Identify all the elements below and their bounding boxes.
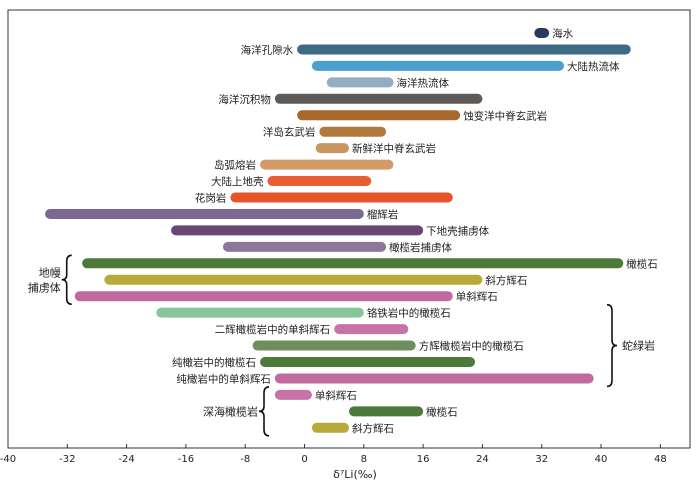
range-bar	[534, 28, 550, 38]
range-bar	[45, 208, 364, 219]
bar-label: 岛弧熔岩	[214, 159, 256, 172]
bar-label: 二辉橄榄岩中的单斜辉石	[215, 323, 331, 336]
bar-label: 纯橄岩中的单斜辉石	[176, 372, 271, 385]
bar-label: 榴辉岩	[367, 208, 399, 221]
range-bar	[252, 340, 416, 351]
group-brace	[258, 386, 270, 437]
range-bar	[334, 324, 409, 335]
range-bar	[222, 241, 387, 252]
bar-label: 铬铁岩中的橄榄石	[367, 307, 451, 320]
range-bar	[74, 291, 453, 302]
group-brace	[606, 303, 618, 388]
bar-label: 橄榄石	[626, 257, 658, 270]
group-label: 地幔	[39, 266, 61, 279]
range-bar	[319, 126, 387, 137]
range-bar	[311, 422, 349, 433]
x-tick-label: -40	[0, 454, 16, 465]
x-tick-label: 32	[535, 454, 548, 465]
bars-layer	[45, 28, 631, 433]
bar-label: 方辉橄榄岩中的橄榄石	[419, 340, 524, 353]
bar-label: 单斜辉石	[456, 290, 498, 303]
labels-layer: 海水海洋孔隙水大陆热流体海洋热流体海洋沉积物蚀变洋中脊玄武岩洋岛玄武岩新鲜洋中脊…	[172, 27, 658, 435]
x-tick-label: 8	[361, 454, 367, 465]
range-bar	[171, 225, 424, 236]
group-label: 捕虏体	[28, 280, 61, 294]
x-tick-label: 24	[476, 454, 489, 465]
group-label: 深海橄榄岩	[203, 404, 258, 418]
bar-label: 斜方辉石	[352, 422, 394, 435]
x-tick-label: 0	[301, 454, 307, 465]
bar-label: 海洋热流体	[396, 76, 449, 89]
x-tick-label: 48	[654, 454, 667, 465]
range-bar	[82, 258, 624, 269]
x-tick-label: -16	[178, 454, 194, 465]
bar-label: 新鲜洋中脊玄武岩	[352, 142, 436, 155]
x-tick-label: -24	[118, 454, 134, 465]
range-bar	[260, 357, 476, 367]
bar-label: 橄榄石	[426, 405, 458, 418]
bar-label: 斜方辉石	[485, 274, 527, 287]
bar-label: 大陆热流体	[567, 60, 620, 73]
range-bar	[274, 373, 594, 384]
range-bar	[156, 307, 364, 318]
range-bar	[315, 143, 349, 154]
bar-label: 海洋沉积物	[218, 93, 271, 106]
plot-frame	[7, 9, 691, 449]
range-bar	[230, 192, 453, 203]
range-bar	[260, 159, 394, 170]
range-bar	[326, 77, 394, 88]
range-bar	[267, 176, 372, 187]
x-tick-label: 16	[417, 454, 430, 465]
range-bar	[274, 389, 312, 400]
x-axis-title: δ⁷Li(‰)	[333, 468, 377, 481]
range-bar	[104, 274, 483, 285]
bar-label: 单斜辉石	[315, 389, 357, 402]
bar-label: 海水	[552, 27, 573, 40]
x-tick-label: 40	[595, 454, 608, 465]
bar-label: 蚀变洋中脊玄武岩	[463, 109, 547, 122]
x-tick-label: -32	[59, 454, 75, 465]
x-tick-label: -8	[240, 454, 250, 465]
group-brace	[61, 254, 72, 305]
bar-label: 纯橄岩中的橄榄石	[172, 356, 256, 369]
range-bar	[349, 406, 424, 417]
bar-label: 花岗岩	[195, 192, 227, 205]
bar-label: 大陆上地壳	[211, 175, 264, 188]
bar-label: 洋岛玄武岩	[263, 126, 316, 139]
range-bar	[297, 44, 631, 55]
bar-label: 下地壳捕虏体	[426, 224, 489, 237]
bar-label: 海洋孔隙水	[241, 43, 294, 56]
range-bar	[297, 110, 461, 121]
group-label: 蛇绿岩	[622, 339, 655, 353]
ticks-layer: -40 -32 -24 -16 -8 0 8 16 24 32 40 48	[0, 444, 667, 465]
bar-label: 橄榄岩捕虏体	[389, 241, 452, 254]
range-bar	[311, 60, 564, 71]
range-bar	[274, 93, 483, 104]
